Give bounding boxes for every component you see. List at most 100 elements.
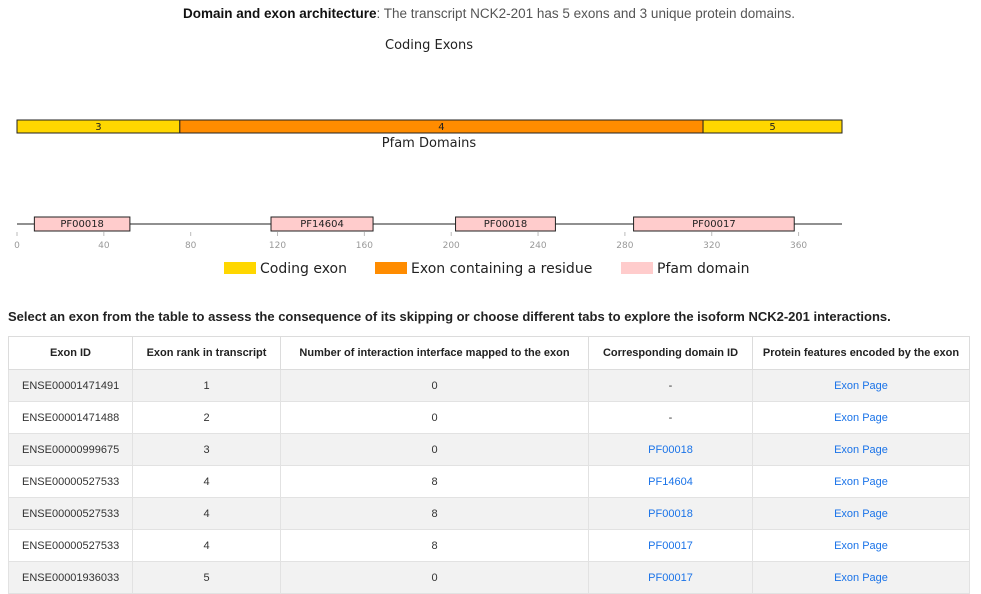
axis-tick-label: 200	[443, 241, 460, 251]
domain-track-title: Pfam Domains	[382, 136, 477, 151]
protein-features-cell: Exon Page	[752, 401, 970, 434]
exon-label: 3	[95, 122, 101, 133]
col-exon-id[interactable]: Exon ID	[8, 336, 133, 370]
domain-id-cell: -	[588, 369, 753, 402]
section-description: : The transcript NCK2-201 has 5 exons an…	[376, 6, 796, 21]
table-row[interactable]: ENSE00000527533 4 8 PF00018 Exon Page	[8, 497, 970, 530]
exon-id-cell: ENSE00000999675	[8, 433, 133, 466]
domain-block[interactable]	[33, 216, 131, 232]
exon-page-link[interactable]: Exon Page	[834, 475, 888, 488]
table-row[interactable]: ENSE00000999675 3 0 PF00018 Exon Page	[8, 433, 970, 466]
protein-features-cell: Exon Page	[752, 529, 970, 562]
exon-id-cell: ENSE00001471488	[8, 401, 133, 434]
exon-track-title: Coding Exons	[385, 38, 473, 53]
axis-tick-label: 80	[185, 241, 197, 251]
domain-link[interactable]: PF00017	[648, 571, 693, 584]
exon-rank-cell: 4	[132, 497, 281, 530]
domain-track: PF00018 PF14604 PF00018 PF00017	[17, 216, 842, 232]
domain-link[interactable]: PF00017	[648, 539, 693, 552]
axis-tick-label: 280	[616, 241, 633, 251]
axis-tick-label: 160	[356, 241, 373, 251]
exon-id-cell: ENSE00001936033	[8, 561, 133, 594]
exon-rank-cell: 5	[132, 561, 281, 594]
axis-tick-label: 40	[98, 241, 110, 251]
exon-block[interactable]	[702, 119, 843, 134]
domain-block[interactable]	[455, 216, 556, 232]
axis-tick-label: 360	[790, 241, 807, 251]
table-row[interactable]: ENSE00001471488 2 0- Exon Page	[8, 401, 970, 434]
legend-swatch	[621, 262, 653, 274]
exon-rank-cell: 1	[132, 369, 281, 402]
exon-label: 4	[438, 122, 444, 133]
exon-table: Exon ID Exon rank in transcript Number o…	[8, 336, 970, 594]
section-header: Domain and exon architecture: The transc…	[0, 6, 978, 21]
axis-tick-label: 0	[14, 241, 20, 251]
legend-swatch	[375, 262, 407, 274]
axis-tick-label: 320	[703, 241, 720, 251]
exon-page-link[interactable]: Exon Page	[834, 571, 888, 584]
table-instructions: Select an exon from the table to assess …	[8, 309, 891, 324]
exon-page-link[interactable]: Exon Page	[834, 507, 888, 520]
legend-label: Exon containing a residue	[411, 261, 592, 277]
table-row[interactable]: ENSE00000527533 4 8 PF00017 Exon Page	[8, 529, 970, 562]
domain-label: PF00018	[484, 219, 528, 230]
domain-label: PF14604	[300, 219, 344, 230]
exon-track: 3 4 5	[16, 119, 843, 134]
domain-link[interactable]: PF00018	[648, 507, 693, 520]
exon-page-link[interactable]: Exon Page	[834, 443, 888, 456]
protein-features-cell: Exon Page	[752, 369, 970, 402]
interface-count-cell: 8	[280, 529, 589, 562]
legend-label: Pfam domain	[657, 261, 749, 277]
legend-swatch	[224, 262, 256, 274]
interface-count-cell: 0	[280, 561, 589, 594]
architecture-figure: Coding Exons 3 4 5 Pfam Domains PF00018 PF1…	[14, 38, 843, 277]
col-exon-rank[interactable]: Exon rank in transcript	[132, 336, 281, 370]
exon-id-cell: ENSE00000527533	[8, 497, 133, 530]
interface-count-cell: 8	[280, 465, 589, 498]
exon-id-cell: ENSE00000527533	[8, 529, 133, 562]
domain-id-cell: PF00017	[588, 529, 753, 562]
section-title: Domain and exon architecture	[182, 6, 377, 21]
col-domain-id[interactable]: Corresponding domain ID	[588, 336, 753, 370]
exon-rank-cell: 3	[132, 433, 281, 466]
interface-count-cell: 0	[280, 433, 589, 466]
col-interface-count[interactable]: Number of interaction interface mapped t…	[280, 336, 589, 370]
protein-features-cell: Exon Page	[752, 561, 970, 594]
exon-rank-cell: 4	[132, 529, 281, 562]
protein-features-cell: Exon Page	[752, 433, 970, 466]
exon-page-link[interactable]: Exon Page	[834, 411, 888, 424]
exon-id-cell: ENSE00000527533	[8, 465, 133, 498]
domain-id-cell: PF00018	[588, 433, 753, 466]
domain-label: PF00018	[60, 219, 104, 230]
exon-id-cell: ENSE00001471491	[8, 369, 133, 402]
interface-count-cell: 8	[280, 497, 589, 530]
axis-tick-label: 240	[529, 241, 546, 251]
domain-block[interactable]	[270, 216, 374, 232]
table-header-row: Exon ID Exon rank in transcript Number o…	[8, 336, 970, 370]
domain-link[interactable]: PF00018	[648, 443, 693, 456]
table-row[interactable]: ENSE00001936033 5 0 PF00017 Exon Page	[8, 561, 970, 594]
domain-block[interactable]	[633, 216, 795, 232]
table-row[interactable]: ENSE00000527533 4 8 PF14604 Exon Page	[8, 465, 970, 498]
domain-id-cell: -	[588, 401, 753, 434]
exon-label: 5	[769, 122, 775, 133]
axis-tick-label: 120	[269, 241, 286, 251]
exon-page-link[interactable]: Exon Page	[834, 539, 888, 552]
exon-rank-cell: 2	[132, 401, 281, 434]
exon-rank-cell: 4	[132, 465, 281, 498]
exon-table-body: ENSE00001471491 1 0- Exon Page ENSE000014714…	[8, 369, 970, 594]
interface-count-cell: 0	[280, 369, 589, 402]
protein-features-cell: Exon Page	[752, 465, 970, 498]
exon-page-link[interactable]: Exon Page	[834, 379, 888, 392]
domain-id-cell: PF14604	[588, 465, 753, 498]
col-protein-features[interactable]: Protein features encoded by the exon	[752, 336, 970, 370]
protein-features-cell: Exon Page	[752, 497, 970, 530]
domain-id-cell: PF00017	[588, 561, 753, 594]
domain-label: PF00017	[692, 219, 736, 230]
domain-id-cell: PF00018	[588, 497, 753, 530]
table-row[interactable]: ENSE00001471491 1 0- Exon Page	[8, 369, 970, 402]
interface-count-cell: 0	[280, 401, 589, 434]
position-axis: 0 40 80 120 160 200 240 280 320 360	[14, 232, 807, 251]
figure-legend: Coding exon Exon containing a residue Pfam…	[224, 261, 749, 277]
domain-link[interactable]: PF14604	[648, 475, 693, 488]
